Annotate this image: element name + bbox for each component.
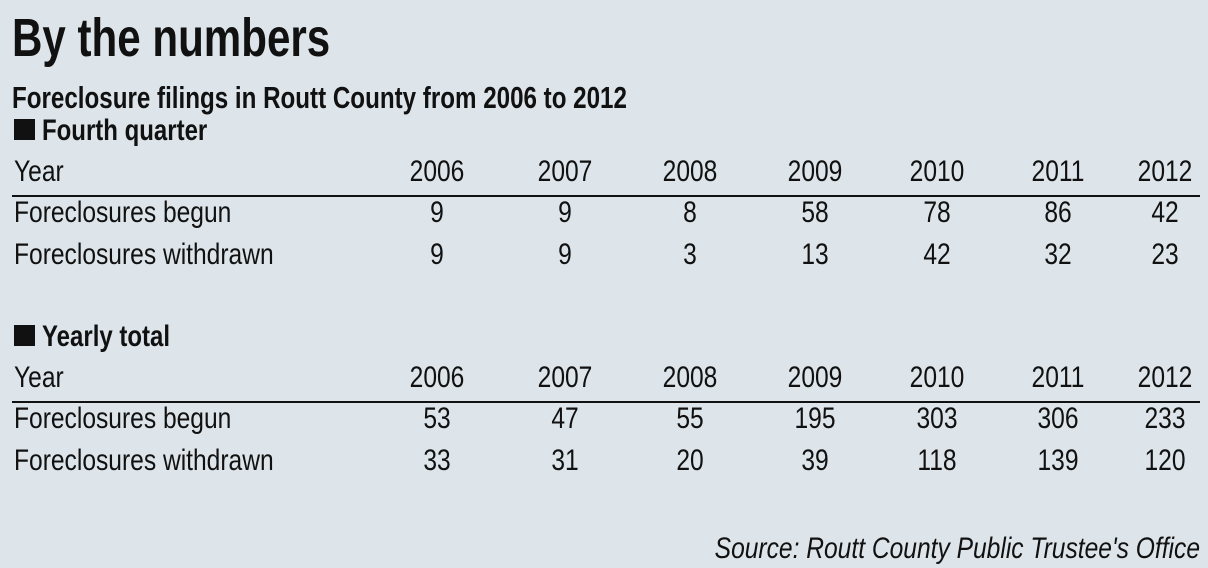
- column-header: 2009: [788, 154, 843, 188]
- cell-value: 139: [1037, 443, 1078, 477]
- cell-value: 13: [801, 237, 828, 271]
- cell-value: 31: [551, 443, 578, 477]
- cell-value: 9: [558, 195, 572, 229]
- cell-value: 23: [1151, 237, 1178, 271]
- column-header: 2011: [1032, 360, 1085, 394]
- row-label: Foreclosures begun: [14, 401, 231, 435]
- section-heading: Fourth quarter: [42, 112, 208, 146]
- cell-value: 9: [558, 237, 572, 271]
- cell-value: 3: [683, 237, 697, 271]
- row-label: Foreclosures begun: [14, 195, 231, 229]
- cell-value: 39: [801, 443, 828, 477]
- cell-value: 47: [551, 401, 578, 435]
- row-header-label: Year: [14, 360, 64, 394]
- source-note: Source: Routt County Public Trustee's Of…: [715, 531, 1200, 565]
- row-label: Foreclosures withdrawn: [14, 443, 274, 477]
- column-header: 2010: [910, 154, 965, 188]
- cell-value: 86: [1044, 195, 1071, 229]
- cell-value: 233: [1144, 401, 1185, 435]
- cell-value: 53: [423, 401, 450, 435]
- cell-value: 20: [676, 443, 703, 477]
- column-header: 2006: [410, 360, 465, 394]
- cell-value: 42: [923, 237, 950, 271]
- cell-value: 32: [1044, 237, 1071, 271]
- cell-value: 9: [430, 195, 444, 229]
- column-header: 2009: [788, 360, 843, 394]
- cell-value: 33: [423, 443, 450, 477]
- cell-value: 303: [916, 401, 957, 435]
- title: By the numbers: [12, 8, 330, 68]
- cell-value: 55: [676, 401, 703, 435]
- row-label: Foreclosures withdrawn: [14, 237, 274, 271]
- column-header: 2012: [1138, 154, 1193, 188]
- row-header-label: Year: [14, 154, 64, 188]
- column-header: 2011: [1032, 154, 1085, 188]
- subtitle: Foreclosure filings in Routt County from…: [12, 80, 627, 115]
- cell-value: 8: [683, 195, 697, 229]
- column-header: 2008: [663, 360, 718, 394]
- column-header: 2007: [538, 360, 593, 394]
- cell-value: 120: [1144, 443, 1185, 477]
- cell-value: 118: [917, 443, 956, 477]
- column-header: 2006: [410, 154, 465, 188]
- cell-value: 58: [801, 195, 828, 229]
- section-heading: Yearly total: [42, 318, 170, 352]
- column-header: 2012: [1138, 360, 1193, 394]
- cell-value: 195: [794, 401, 835, 435]
- bullet-square: [14, 119, 35, 140]
- cell-value: 306: [1037, 401, 1078, 435]
- cell-value: 42: [1151, 195, 1178, 229]
- bullet-square: [14, 325, 35, 346]
- column-header: 2010: [910, 360, 965, 394]
- cell-value: 78: [923, 195, 950, 229]
- column-header: 2008: [663, 154, 718, 188]
- cell-value: 9: [430, 237, 444, 271]
- column-header: 2007: [538, 154, 593, 188]
